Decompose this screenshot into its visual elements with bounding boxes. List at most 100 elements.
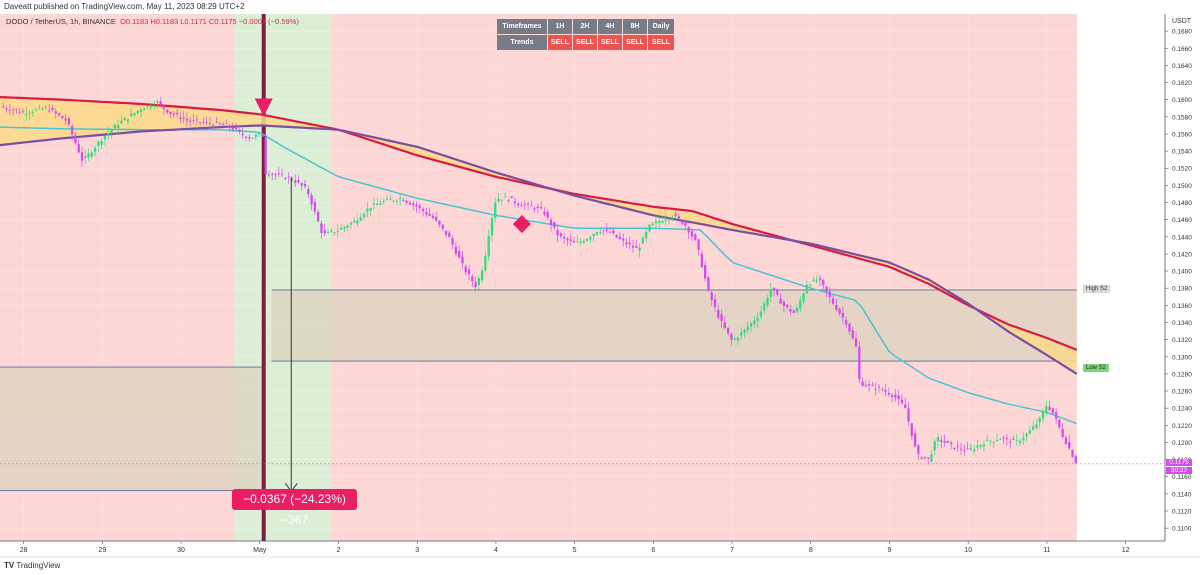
trend-daily: SELL [648, 35, 674, 50]
candle-body [185, 119, 189, 121]
tf-1h: 1H [548, 19, 572, 34]
trend-8h: SELL [623, 35, 647, 50]
candle-body [1058, 419, 1061, 428]
candle-body [120, 120, 123, 123]
candle-body [877, 386, 881, 388]
candle-body [933, 441, 936, 451]
candle-body [287, 176, 290, 178]
y-tick-label-26: 0.1160 [1172, 474, 1192, 481]
x-tick-label-13: 11 [1043, 547, 1050, 554]
y-tick-label-3: 0.1620 [1172, 80, 1192, 87]
candle-body [143, 108, 146, 111]
candle-body [294, 180, 297, 183]
candle-body [251, 138, 254, 139]
candle-body [733, 338, 736, 340]
candle-body [979, 444, 982, 447]
candle-body [612, 230, 615, 234]
candle-body [746, 326, 749, 331]
candle-body [244, 136, 248, 138]
candle-body [261, 135, 264, 137]
candle-body [1009, 441, 1012, 443]
x-tick-label-6: 4 [494, 547, 498, 554]
candle-body [267, 174, 271, 176]
candle-body [622, 238, 625, 241]
candle-body [927, 457, 930, 459]
candle-body [589, 237, 592, 240]
candle-body [582, 241, 585, 243]
candle-body [644, 231, 648, 239]
publisher-line: Daveatt published on TradingView.com, Ma… [4, 2, 245, 11]
candle-body [536, 206, 540, 209]
candle-body [917, 445, 920, 454]
candle-body [454, 247, 458, 254]
candle-body [730, 334, 733, 340]
y-tick-label-29: 0.1100 [1172, 526, 1192, 533]
candle-body [684, 222, 687, 226]
candle-body [57, 113, 61, 116]
candle-body [395, 200, 399, 202]
candle-body [274, 174, 277, 176]
candle-body [379, 203, 382, 205]
candle-body [868, 384, 871, 386]
candle-body [576, 241, 579, 243]
candle-body [664, 219, 667, 221]
candle-body [300, 183, 303, 186]
candle-body [1002, 437, 1005, 439]
trends-label: Trends [497, 35, 547, 50]
candle-body [15, 109, 18, 111]
candle-body [349, 222, 353, 225]
candle-body [671, 217, 674, 219]
candle-body [277, 173, 280, 175]
candle-body [402, 200, 405, 202]
candle-body [641, 237, 644, 244]
candle-body [385, 198, 389, 200]
candle-body [428, 213, 431, 216]
candle-body [467, 269, 471, 275]
candle-body [500, 199, 503, 201]
candle-body [569, 239, 572, 241]
candle-body [766, 298, 769, 306]
candle-body [769, 289, 772, 297]
candle-body [605, 229, 608, 231]
candle-body [1028, 430, 1032, 434]
candle-body [602, 230, 605, 232]
candle-body [904, 404, 907, 409]
candle-body [392, 200, 395, 202]
candle-body [818, 278, 822, 280]
candle-body [156, 101, 159, 103]
candle-body [369, 207, 372, 211]
candle-body [802, 293, 805, 302]
candle-body [166, 109, 169, 113]
candle-body [487, 236, 490, 257]
candle-body [451, 238, 454, 245]
candle-body [999, 439, 1002, 441]
x-tick-label-7: 5 [573, 547, 577, 554]
candle-body [330, 230, 333, 232]
candle-body [1054, 412, 1058, 419]
candle-body [389, 199, 392, 201]
candle-body [982, 444, 986, 447]
tradingview-logo: TV TradingView [4, 561, 60, 570]
x-tick-label-2: 30 [177, 547, 185, 554]
x-tick-label-8: 6 [651, 547, 655, 554]
candle-body [841, 312, 845, 318]
tf-daily: Daily [648, 19, 674, 34]
candle-body [687, 227, 690, 233]
candle-body [946, 440, 950, 443]
candle-body [195, 119, 198, 121]
candle-body [759, 311, 763, 317]
candle-body [461, 256, 464, 264]
candle-body [71, 126, 74, 135]
candle-body [343, 226, 346, 229]
candle-body [556, 230, 559, 236]
zone-sell-2 [330, 14, 1077, 541]
candle-body [205, 121, 208, 123]
high-s2-label: High S2 [1083, 284, 1111, 293]
symbol-name: DODO / TetherUS, 1h, BINANCE [6, 17, 116, 26]
candle-body [116, 125, 120, 129]
timeframes-trend-table: Timeframes 1H 2H 4H 8H Daily Trends SELL… [496, 18, 675, 51]
candle-body [1068, 441, 1071, 449]
candle-body [986, 439, 989, 441]
